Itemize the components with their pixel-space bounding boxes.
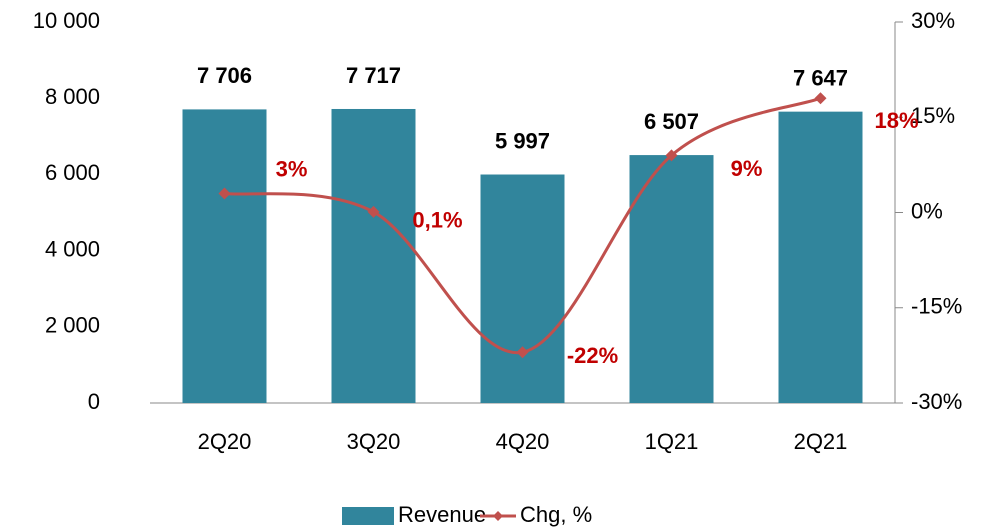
y2-tick-label: 30% <box>911 8 955 33</box>
legend-label: Chg, % <box>520 502 592 527</box>
line-marker <box>665 149 678 162</box>
y-tick-label: 0 <box>88 389 100 414</box>
bar <box>629 155 714 403</box>
y-tick-label: 4 000 <box>45 236 100 261</box>
x-tick-label: 2Q20 <box>198 429 252 454</box>
y-tick-label: 2 000 <box>45 313 100 338</box>
bar-value-label: 7 717 <box>346 63 401 88</box>
line-marker <box>814 92 827 105</box>
y-tick-label: 10 000 <box>33 8 100 33</box>
line-value-label: 3% <box>276 156 308 181</box>
line-marker <box>516 346 529 359</box>
bar <box>182 109 267 403</box>
y2-tick-label: 0% <box>911 198 943 223</box>
x-tick-label: 2Q21 <box>794 429 848 454</box>
x-tick-label: 3Q20 <box>347 429 401 454</box>
y-tick-label: 8 000 <box>45 84 100 109</box>
bar <box>778 111 863 404</box>
bar <box>331 108 416 403</box>
x-tick-label: 1Q21 <box>645 429 699 454</box>
line-value-label: -22% <box>567 343 618 368</box>
bar <box>480 174 565 403</box>
line-value-label: 0,1% <box>412 208 462 233</box>
bar-value-label: 6 507 <box>644 109 699 134</box>
bar-value-label: 5 997 <box>495 128 550 153</box>
y2-tick-label: -30% <box>911 389 962 414</box>
bar-value-label: 7 647 <box>793 65 848 90</box>
x-tick-label: 4Q20 <box>496 429 550 454</box>
line-marker <box>367 205 380 218</box>
legend-label: Revenue <box>398 502 486 527</box>
y-tick-label: 6 000 <box>45 160 100 185</box>
bar-value-label: 7 706 <box>197 63 252 88</box>
line-value-label: 9% <box>731 156 763 181</box>
line-marker <box>218 187 231 200</box>
y2-tick-label: 15% <box>911 103 955 128</box>
y2-tick-label: -15% <box>911 294 962 319</box>
legend-swatch <box>342 507 394 525</box>
line-value-label: 18% <box>874 108 918 133</box>
legend-swatch <box>493 511 503 521</box>
